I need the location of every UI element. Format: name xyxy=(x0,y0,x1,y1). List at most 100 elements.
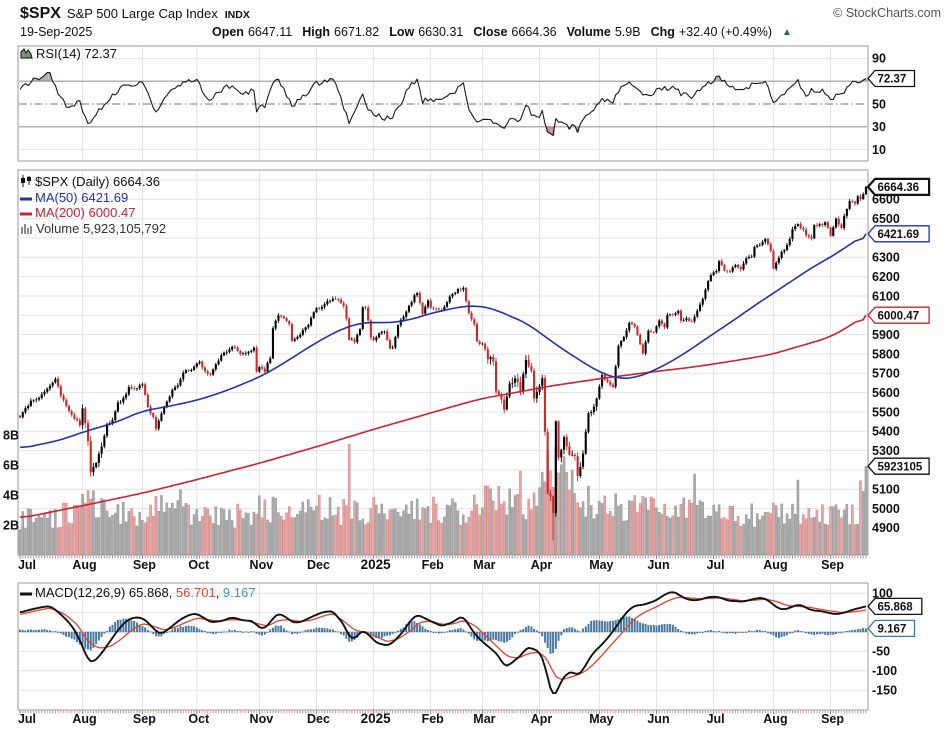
volume-bars-icon xyxy=(20,222,33,238)
svg-text:10: 10 xyxy=(872,143,886,157)
main-panel-legend: $SPX (Daily) 6664.36 MA(50) 6421.69 MA(2… xyxy=(20,174,166,236)
quote-value: 6630.31 xyxy=(418,25,464,39)
volume-legend-label: Volume 5,923,105,792 xyxy=(36,220,167,236)
symbol-title: S&P 500 Large Cap Index xyxy=(66,6,218,21)
rsi-area-icon xyxy=(20,47,33,63)
svg-text:6000.47: 6000.47 xyxy=(878,310,920,322)
stockcharts-copyright-link[interactable]: © StockCharts.com xyxy=(833,6,941,20)
svg-text:6B: 6B xyxy=(3,458,19,472)
quote-value: +32.40 (+0.49%) xyxy=(678,25,772,39)
svg-text:65.868: 65.868 xyxy=(878,602,914,614)
svg-text:Nov: Nov xyxy=(250,712,274,726)
svg-text:8B: 8B xyxy=(3,428,19,442)
svg-text:Jun: Jun xyxy=(647,712,669,726)
quote-value: 5.9B xyxy=(614,25,641,39)
svg-text:6300: 6300 xyxy=(872,251,900,265)
quote-label: Low xyxy=(389,25,415,39)
quote-label: Chg xyxy=(650,25,675,39)
svg-text:90: 90 xyxy=(872,52,886,66)
quote-label: Open xyxy=(212,25,244,39)
macd-hist-value: 9.167 xyxy=(222,585,256,600)
svg-text:Aug: Aug xyxy=(763,712,787,726)
svg-text:Sep: Sep xyxy=(821,558,844,572)
ma50-legend-row: MA(50) 6421.69 xyxy=(20,190,166,206)
svg-text:Feb: Feb xyxy=(422,712,445,726)
svg-text:Sep: Sep xyxy=(133,558,156,572)
svg-text:Mar: Mar xyxy=(473,712,495,726)
svg-text:Feb: Feb xyxy=(422,558,445,572)
svg-text:Jul: Jul xyxy=(18,712,36,726)
svg-text:5100: 5100 xyxy=(872,483,900,497)
svg-text:6100: 6100 xyxy=(872,289,900,303)
ma200-line-icon xyxy=(20,206,32,222)
volume-legend-row: Volume 5,923,105,792 xyxy=(20,221,166,237)
svg-text:50: 50 xyxy=(872,97,886,111)
chart-date: 19-Sep-2025 xyxy=(20,25,93,39)
svg-text:Aug: Aug xyxy=(763,558,787,572)
svg-text:Oct: Oct xyxy=(188,558,210,572)
svg-text:6421.69: 6421.69 xyxy=(878,229,920,241)
macd-separator-2: , xyxy=(215,585,223,600)
svg-text:Apr: Apr xyxy=(531,712,553,726)
macd-legend-label: MACD(12,26,9) 65.868 xyxy=(35,585,169,600)
svg-text:100: 100 xyxy=(872,587,893,601)
svg-text:Apr: Apr xyxy=(531,558,553,572)
svg-text:5300: 5300 xyxy=(872,444,900,458)
svg-text:Jun: Jun xyxy=(647,558,669,572)
svg-text:4900: 4900 xyxy=(872,521,900,535)
symbol-label: $SPX xyxy=(20,5,61,22)
rsi-legend-label: RSI(14) 72.37 xyxy=(36,46,117,61)
ma50-legend-label: MA(50) 6421.69 xyxy=(35,189,129,205)
svg-text:Jul: Jul xyxy=(707,712,725,726)
ma200-legend-row: MA(200) 6000.47 xyxy=(20,205,166,221)
svg-text:6600: 6600 xyxy=(872,193,900,207)
svg-text:-50: -50 xyxy=(872,645,890,659)
svg-text:9.167: 9.167 xyxy=(878,624,907,636)
price-legend-row: $SPX (Daily) 6664.36 xyxy=(20,174,166,190)
svg-text:Nov: Nov xyxy=(250,558,274,572)
macd-line-icon xyxy=(20,586,32,602)
svg-text:5700: 5700 xyxy=(872,367,900,381)
macd-legend: MACD(12,26,9) 65.868, 56.701, 9.167 xyxy=(20,585,255,602)
chart-header: $SPX S&P 500 Large Cap Index INDX xyxy=(20,5,250,23)
svg-text:Aug: Aug xyxy=(72,558,96,572)
svg-text:6500: 6500 xyxy=(872,212,900,226)
ma50-line-icon xyxy=(20,191,32,207)
svg-text:-150: -150 xyxy=(872,684,897,698)
macd-separator: , xyxy=(168,585,176,600)
quote-row: Open 6647.11 High 6671.82 Low 6630.31 Close 666… xyxy=(212,25,792,39)
svg-text:May: May xyxy=(589,558,613,572)
price-legend-label: $SPX (Daily) 6664.36 xyxy=(35,174,161,189)
svg-text:5000: 5000 xyxy=(872,502,900,516)
macd-signal-value: 56.701 xyxy=(175,585,216,600)
svg-text:4B: 4B xyxy=(3,488,19,502)
svg-text:-100: -100 xyxy=(872,664,897,678)
svg-text:Jul: Jul xyxy=(18,558,36,572)
svg-text:6664.36: 6664.36 xyxy=(878,182,920,194)
quote-value: 6647.11 xyxy=(247,25,293,39)
change-up-arrow-icon: ▲ xyxy=(782,27,792,38)
svg-text:5400: 5400 xyxy=(872,425,900,439)
svg-text:Dec: Dec xyxy=(307,558,330,572)
svg-text:Mar: Mar xyxy=(473,558,495,572)
svg-text:6200: 6200 xyxy=(872,270,900,284)
svg-text:2B: 2B xyxy=(3,518,19,532)
svg-text:Sep: Sep xyxy=(821,712,844,726)
svg-text:Oct: Oct xyxy=(188,712,210,726)
svg-text:5800: 5800 xyxy=(872,347,900,361)
svg-text:2025: 2025 xyxy=(361,711,392,726)
exchange-label: INDX xyxy=(224,9,250,21)
candlestick-icon xyxy=(20,175,32,191)
svg-text:Jul: Jul xyxy=(707,558,725,572)
rsi-legend: RSI(14) 72.37 xyxy=(20,46,117,63)
ma200-legend-label: MA(200) 6000.47 xyxy=(35,205,136,220)
svg-text:5900: 5900 xyxy=(872,328,900,342)
svg-text:5600: 5600 xyxy=(872,386,900,400)
svg-text:Aug: Aug xyxy=(72,712,96,726)
quote-value: 6671.82 xyxy=(334,25,380,39)
svg-text:May: May xyxy=(589,712,613,726)
svg-text:Sep: Sep xyxy=(133,712,156,726)
svg-text:2025: 2025 xyxy=(361,557,392,572)
